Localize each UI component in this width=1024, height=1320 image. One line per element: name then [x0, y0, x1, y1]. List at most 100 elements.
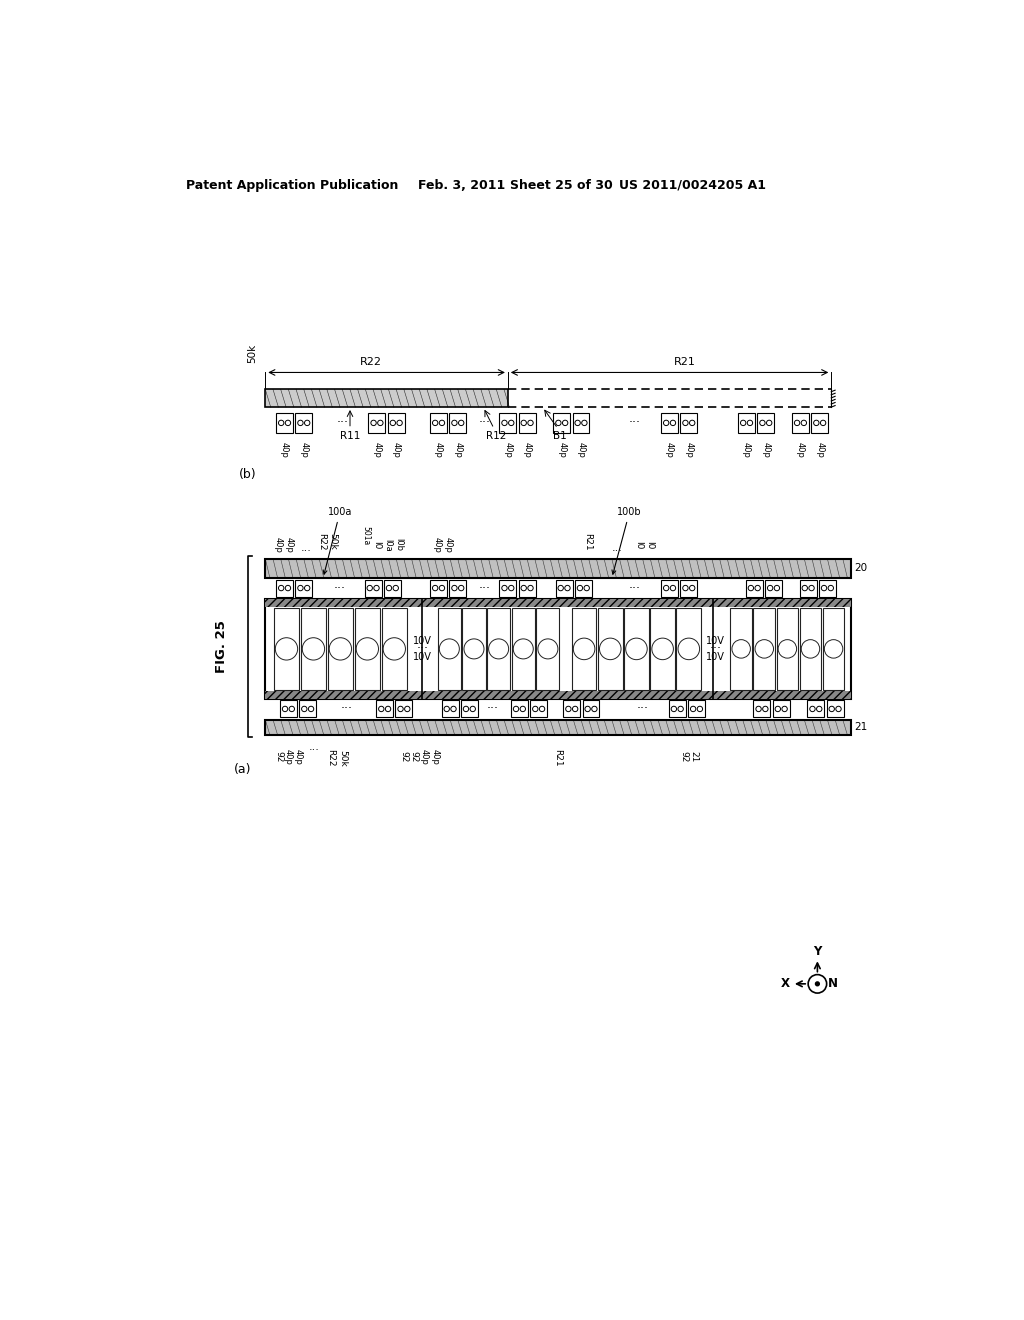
Bar	[773, 701, 790, 718]
Bar	[625, 609, 649, 689]
Text: (b): (b)	[239, 469, 256, 482]
Text: ···: ···	[629, 582, 641, 594]
Bar	[430, 413, 447, 433]
Text: l0: l0	[373, 541, 382, 549]
Text: ···: ···	[301, 546, 311, 556]
Bar	[730, 609, 752, 689]
Bar	[354, 609, 380, 689]
Bar	[530, 701, 547, 718]
Text: 92: 92	[410, 751, 419, 763]
Text: 40p: 40p	[430, 748, 439, 764]
Text: ···: ···	[611, 546, 623, 556]
Text: ···: ···	[336, 416, 348, 429]
Bar	[518, 579, 536, 597]
Text: 40p: 40p	[284, 748, 293, 764]
Bar	[395, 701, 413, 718]
Bar	[571, 609, 596, 689]
Text: ···: ···	[479, 582, 490, 594]
Bar	[365, 579, 382, 597]
Bar	[299, 701, 316, 718]
Text: 50k: 50k	[329, 533, 338, 550]
Bar	[553, 413, 570, 433]
Text: 10V: 10V	[707, 652, 725, 661]
Bar	[512, 609, 535, 689]
Text: ···: ···	[637, 702, 648, 715]
Text: 40p: 40p	[796, 442, 805, 458]
Text: R21: R21	[674, 356, 696, 367]
Bar	[276, 579, 293, 597]
Text: l0: l0	[634, 541, 643, 549]
Text: 40p: 40p	[684, 442, 693, 458]
Text: 10V: 10V	[413, 652, 432, 661]
Bar	[800, 579, 816, 597]
Bar	[680, 413, 697, 433]
Bar	[461, 701, 478, 718]
Text: 10V: 10V	[413, 636, 432, 647]
Bar	[450, 413, 466, 433]
Bar	[265, 692, 851, 700]
Bar	[518, 413, 536, 433]
Bar	[328, 609, 353, 689]
Text: l0a: l0a	[383, 539, 392, 552]
Bar	[745, 579, 763, 597]
Bar	[677, 609, 701, 689]
Text: 100b: 100b	[612, 507, 642, 574]
Text: R22: R22	[360, 356, 382, 367]
Bar	[563, 701, 581, 718]
Text: 40p: 40p	[443, 537, 453, 553]
Text: 40p: 40p	[454, 442, 462, 458]
Text: 40p: 40p	[280, 442, 289, 458]
Bar	[384, 579, 400, 597]
Text: 100a: 100a	[324, 507, 352, 574]
Text: R22: R22	[327, 750, 335, 767]
Bar	[487, 609, 510, 689]
Text: Feb. 3, 2011: Feb. 3, 2011	[418, 178, 505, 191]
Bar	[500, 579, 516, 597]
Bar	[776, 609, 798, 689]
Bar	[583, 701, 599, 718]
Text: 40p: 40p	[815, 442, 824, 458]
Text: ···: ···	[340, 702, 352, 715]
Text: ···: ···	[479, 416, 490, 429]
Bar	[265, 599, 851, 607]
Text: ···: ···	[417, 643, 428, 656]
Bar	[556, 579, 572, 597]
Text: 40p: 40p	[577, 442, 586, 458]
Bar	[800, 609, 821, 689]
Text: FIG. 25: FIG. 25	[215, 620, 228, 673]
Bar	[754, 701, 770, 718]
Bar	[738, 413, 755, 433]
Bar	[441, 701, 459, 718]
Text: 40p: 40p	[434, 442, 443, 458]
Text: l0: l0	[645, 541, 654, 549]
Text: (a): (a)	[233, 763, 251, 776]
Text: ···: ···	[334, 582, 346, 594]
Bar	[295, 413, 312, 433]
Text: 40p: 40p	[522, 442, 531, 458]
Bar	[572, 413, 590, 433]
Text: ···: ···	[710, 643, 722, 656]
Text: 40p: 40p	[294, 748, 303, 764]
Text: Patent Application Publication: Patent Application Publication	[186, 178, 398, 191]
Text: 40p: 40p	[761, 442, 770, 458]
Bar	[463, 609, 485, 689]
Bar	[662, 413, 678, 433]
Text: 40p: 40p	[392, 442, 400, 458]
Bar	[265, 389, 508, 407]
Bar	[301, 609, 326, 689]
Bar	[280, 701, 297, 718]
Text: 40p: 40p	[665, 442, 674, 458]
Text: 50k: 50k	[247, 343, 257, 363]
Text: B1: B1	[553, 432, 567, 441]
Text: 40p: 40p	[420, 748, 428, 764]
Bar	[662, 579, 678, 597]
Bar	[807, 701, 824, 718]
Text: 21: 21	[854, 722, 867, 733]
Text: 40p: 40p	[742, 442, 751, 458]
Text: 92: 92	[679, 751, 688, 763]
Text: 21: 21	[690, 751, 698, 763]
Bar	[598, 609, 623, 689]
Bar	[688, 701, 705, 718]
Bar	[265, 558, 851, 578]
Bar	[669, 701, 686, 718]
